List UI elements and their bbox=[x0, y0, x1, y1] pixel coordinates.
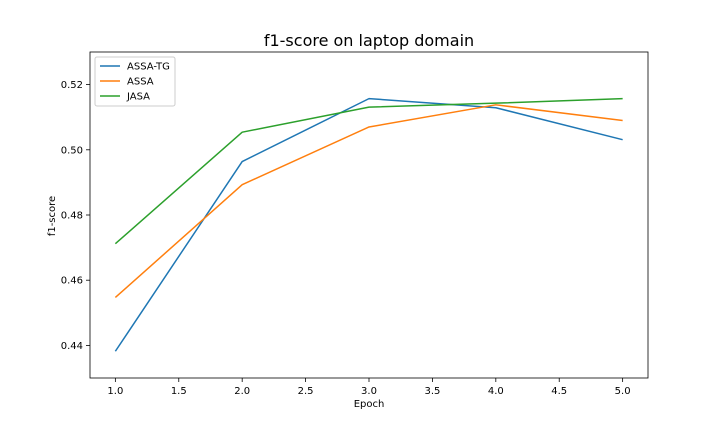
x-tick-label: 1.0 bbox=[107, 386, 123, 397]
axis-ticks: 1.0 1.5 2.0 2.5 3.0 3.5 4.0 4.5 5.0 0.44 0.46 0.48 0… bbox=[61, 80, 631, 397]
y-tick-label: 0.50 bbox=[61, 145, 83, 156]
x-tick-label: 3.5 bbox=[424, 386, 440, 397]
chart-title: f1-score on laptop domain bbox=[264, 31, 474, 50]
legend-box bbox=[94, 56, 176, 107]
x-tick-label: 5.0 bbox=[615, 386, 631, 397]
x-tick-label: 4.5 bbox=[551, 386, 567, 397]
y-tick-label: 0.52 bbox=[61, 80, 83, 91]
x-tick-label: 3.0 bbox=[361, 386, 377, 397]
x-axis-label: Epoch bbox=[354, 399, 385, 410]
x-tick-label: 2.5 bbox=[298, 386, 314, 397]
legend-label: ASSA bbox=[127, 77, 154, 88]
x-tick-label: 4.0 bbox=[488, 386, 504, 397]
x-tick-label: 1.5 bbox=[171, 386, 187, 397]
x-tick-label: 2.0 bbox=[234, 386, 250, 397]
y-tick-label: 0.46 bbox=[61, 276, 83, 287]
legend: ASSA-TG ASSA JASA bbox=[94, 56, 176, 107]
legend-label: JASA bbox=[126, 92, 150, 103]
y-axis-label: f1-score bbox=[47, 196, 58, 236]
y-tick-label: 0.48 bbox=[61, 211, 83, 222]
legend-label: ASSA-TG bbox=[127, 62, 170, 73]
y-tick-label: 0.44 bbox=[61, 341, 83, 352]
